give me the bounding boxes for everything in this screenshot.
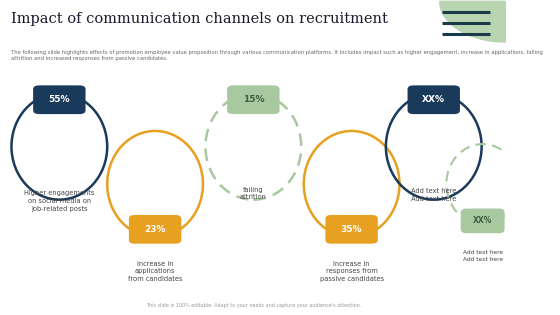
Text: XX%: XX% (422, 95, 445, 104)
Text: 55%: 55% (49, 95, 70, 104)
Text: failing
attrition: failing attrition (240, 186, 267, 200)
Text: Add text here
Add text here: Add text here Add text here (411, 188, 456, 202)
FancyBboxPatch shape (461, 209, 505, 233)
Text: Add text here
Add text here: Add text here Add text here (463, 250, 503, 261)
FancyBboxPatch shape (129, 215, 181, 244)
FancyBboxPatch shape (33, 85, 86, 114)
FancyBboxPatch shape (325, 215, 378, 244)
Text: XX%: XX% (473, 216, 492, 225)
FancyBboxPatch shape (408, 85, 460, 114)
Text: Impact of communication channels on recruitment: Impact of communication channels on recr… (11, 12, 388, 26)
Text: Increase in
applications
from candidates: Increase in applications from candidates (128, 261, 183, 282)
Text: 35%: 35% (341, 225, 362, 234)
Text: Increase in
responses from
passive candidates: Increase in responses from passive candi… (320, 261, 384, 282)
Text: Higher engagements
on social media on
job-related posts: Higher engagements on social media on jo… (24, 191, 95, 212)
Text: 15%: 15% (242, 95, 264, 104)
FancyBboxPatch shape (227, 85, 279, 114)
Text: This slide is 100% editable. Adapt to your needs and capture your audience's att: This slide is 100% editable. Adapt to yo… (146, 303, 361, 308)
Text: 23%: 23% (144, 225, 166, 234)
Text: The following slide highlights effects of promotion employee value proposition t: The following slide highlights effects o… (11, 50, 543, 61)
Polygon shape (440, 1, 505, 42)
